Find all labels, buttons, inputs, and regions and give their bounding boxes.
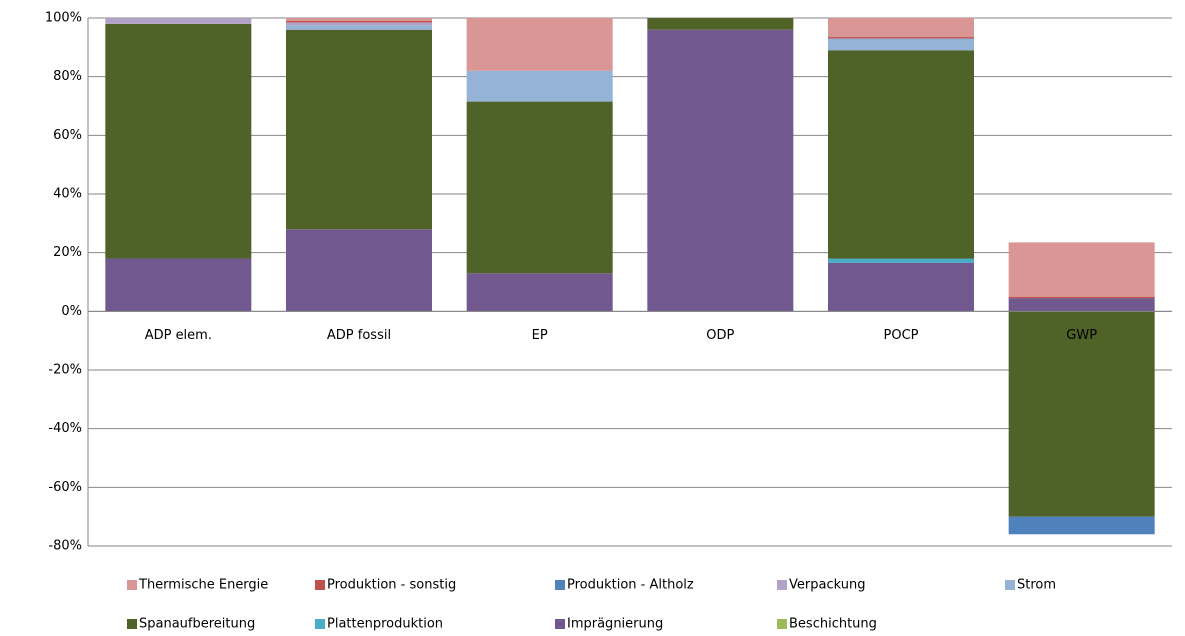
bar-segment (647, 18, 794, 30)
y-tick-label: -40% (48, 421, 82, 436)
legend-swatch (555, 619, 565, 629)
y-tick-label: -20% (48, 363, 82, 378)
legend-label: Plattenproduktion (327, 617, 443, 632)
bar-segment (105, 18, 252, 24)
x-tick-label: ADP elem. (145, 328, 212, 343)
bar-segment (828, 50, 974, 259)
legend-swatch (777, 619, 787, 629)
legend-label: Produktion - Altholz (567, 578, 694, 593)
y-tick-label: 20% (53, 245, 82, 260)
legend-label: Produktion - sonstig (327, 578, 456, 593)
legend-swatch (315, 619, 325, 629)
legend-swatch (777, 580, 787, 590)
bar-segment (105, 23, 252, 259)
bar-segment (1008, 242, 1155, 297)
y-tick-label: -80% (48, 539, 82, 554)
legend-swatch (555, 580, 565, 590)
y-tick-label: 40% (53, 187, 82, 202)
legend-label: Verpackung (789, 578, 865, 593)
legend-label: Spanaufbereitung (139, 617, 255, 632)
bar-segment (466, 101, 613, 274)
bar-segment (466, 70, 613, 102)
legend-label: Imprägnierung (567, 617, 663, 632)
bar-segment (286, 20, 432, 23)
bar-segment (466, 18, 613, 71)
bar-segment (1008, 298, 1155, 312)
x-tick-label: GWP (1066, 328, 1097, 343)
bar-segment (466, 273, 613, 312)
bar-segment (1008, 296, 1155, 299)
legend-label: Strom (1017, 578, 1056, 593)
y-tick-label: 60% (53, 128, 82, 143)
bar-segment (105, 258, 252, 312)
y-tick-label: 80% (53, 69, 82, 84)
y-tick-label: 100% (45, 11, 82, 26)
bar-segment (286, 22, 432, 26)
bar-segment (286, 229, 432, 312)
x-tick-label: POCP (884, 328, 919, 343)
bar-segment (828, 18, 974, 38)
legend-swatch (1005, 580, 1015, 590)
y-tick-label: -60% (48, 480, 82, 495)
bar-segment (286, 18, 432, 21)
bar-segment (286, 25, 432, 30)
x-tick-label: ODP (706, 328, 734, 343)
legend-label: Beschichtung (789, 617, 877, 632)
bar-segment (286, 29, 432, 230)
legend-swatch (127, 619, 137, 629)
bar-segment (828, 38, 974, 51)
x-tick-label: EP (532, 328, 548, 343)
bar-segment (1008, 311, 1155, 517)
bar-segment (647, 29, 794, 312)
legend-swatch (315, 580, 325, 590)
bar-segment (828, 262, 974, 312)
y-tick-label: 0% (61, 304, 82, 319)
x-tick-label: ADP fossil (327, 328, 391, 343)
legend-swatch (127, 580, 137, 590)
bar-segment (828, 258, 974, 263)
legend-label: Thermische Energie (138, 578, 268, 593)
bar-segment (828, 37, 974, 39)
bar-segment (1008, 516, 1155, 535)
